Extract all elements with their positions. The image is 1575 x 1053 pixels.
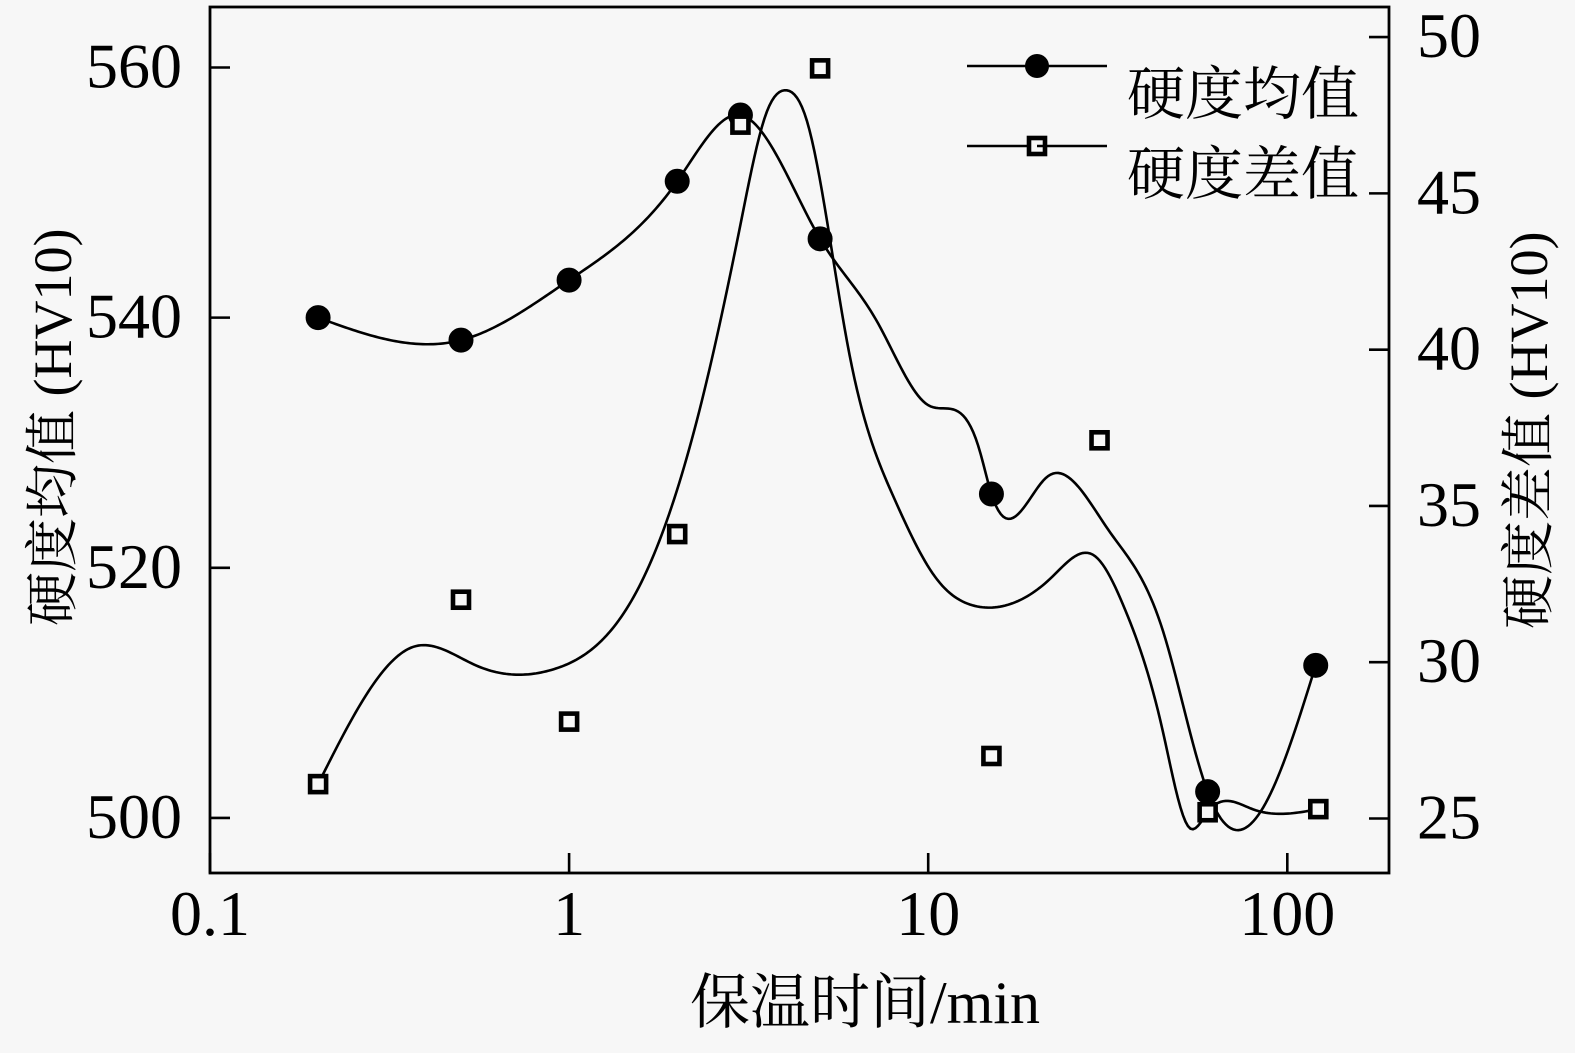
svg-text:25: 25 (1417, 782, 1481, 853)
svg-text:50: 50 (1417, 0, 1481, 71)
svg-text:500: 500 (86, 781, 182, 852)
svg-text:540: 540 (86, 281, 182, 352)
svg-text:10: 10 (896, 878, 960, 949)
svg-text:560: 560 (86, 31, 182, 102)
svg-text:0.1: 0.1 (170, 878, 250, 949)
svg-text:40: 40 (1417, 313, 1481, 384)
svg-text:100: 100 (1239, 878, 1335, 949)
svg-text:45: 45 (1417, 156, 1481, 227)
svg-text:35: 35 (1417, 469, 1481, 540)
svg-text:520: 520 (86, 531, 182, 602)
svg-text:1: 1 (553, 878, 585, 949)
svg-text:30: 30 (1417, 625, 1481, 696)
